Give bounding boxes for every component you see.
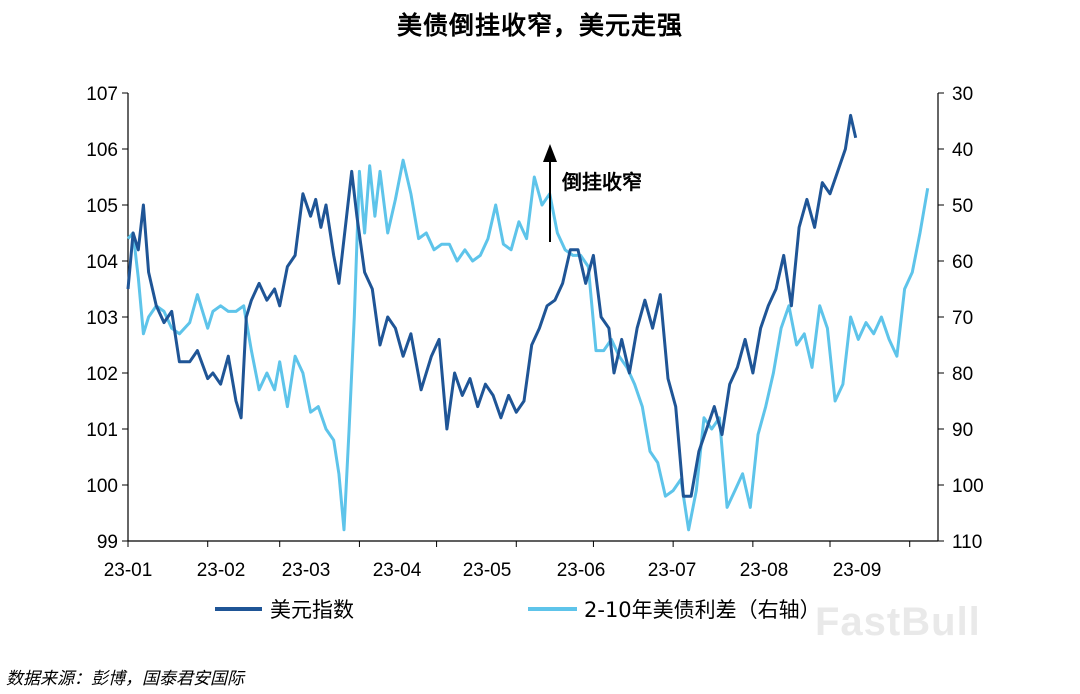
left-y-tick-label: 104 <box>86 252 118 273</box>
x-tick-label: 23-03 <box>282 560 331 581</box>
x-tick-label: 23-09 <box>833 560 882 581</box>
source-note: 数据来源：彭博，国泰君安国际 <box>6 669 244 689</box>
annotation-text: 倒挂收窄 <box>561 170 642 194</box>
right-y-tick-label: 100 <box>952 476 984 497</box>
left-y-tick-label: 105 <box>86 196 118 217</box>
legend-label-dollar-index: 美元指数 <box>270 598 354 622</box>
chart-title: 美债倒挂收窄，美元走强 <box>396 11 683 40</box>
series-line-dollar-index <box>126 113 858 498</box>
x-tick-label: 23-06 <box>557 560 606 581</box>
right-y-tick-label: 70 <box>952 308 973 329</box>
x-tick-label: 23-04 <box>373 560 422 581</box>
right-y-tick-label: 40 <box>952 140 973 161</box>
x-tick-label: 23-07 <box>648 560 697 581</box>
watermark-logo: FastBull <box>815 600 981 644</box>
right-y-tick-label: 60 <box>952 252 973 273</box>
annotation-arrow-head <box>543 144 557 162</box>
left-y-tick-label: 103 <box>86 308 118 329</box>
left-y-tick-label: 107 <box>86 84 118 105</box>
right-y-tick-label: 30 <box>952 84 973 105</box>
right-y-tick-label: 110 <box>952 532 982 553</box>
left-y-tick-label: 101 <box>86 420 118 441</box>
chart-axes: 99 100 101 102 103 104 105 106 107 30 40 50 60 70 80 90… <box>86 84 983 581</box>
right-y-tick-label: 50 <box>952 196 973 217</box>
right-y-tick-label: 80 <box>952 364 973 385</box>
series-layer <box>126 113 930 532</box>
x-tick-label: 23-02 <box>197 560 246 581</box>
legend: 美元指数 2-10年美债利差（右轴） <box>215 598 821 622</box>
x-tick-label: 23-08 <box>740 560 789 581</box>
left-y-tick-label: 106 <box>86 140 118 161</box>
x-tick-label: 23-01 <box>104 560 153 581</box>
right-y-tick-label: 90 <box>952 420 973 441</box>
legend-label-2-10-spread: 2-10年美债利差（右轴） <box>584 598 821 622</box>
left-y-tick-label: 100 <box>86 476 118 497</box>
left-y-tick-label: 102 <box>86 364 118 385</box>
series-line-2-10-spread <box>126 158 930 532</box>
annotation-layer: 倒挂收窄 <box>543 144 642 242</box>
left-y-tick-label: 99 <box>97 532 118 553</box>
x-tick-label: 23-05 <box>463 560 512 581</box>
